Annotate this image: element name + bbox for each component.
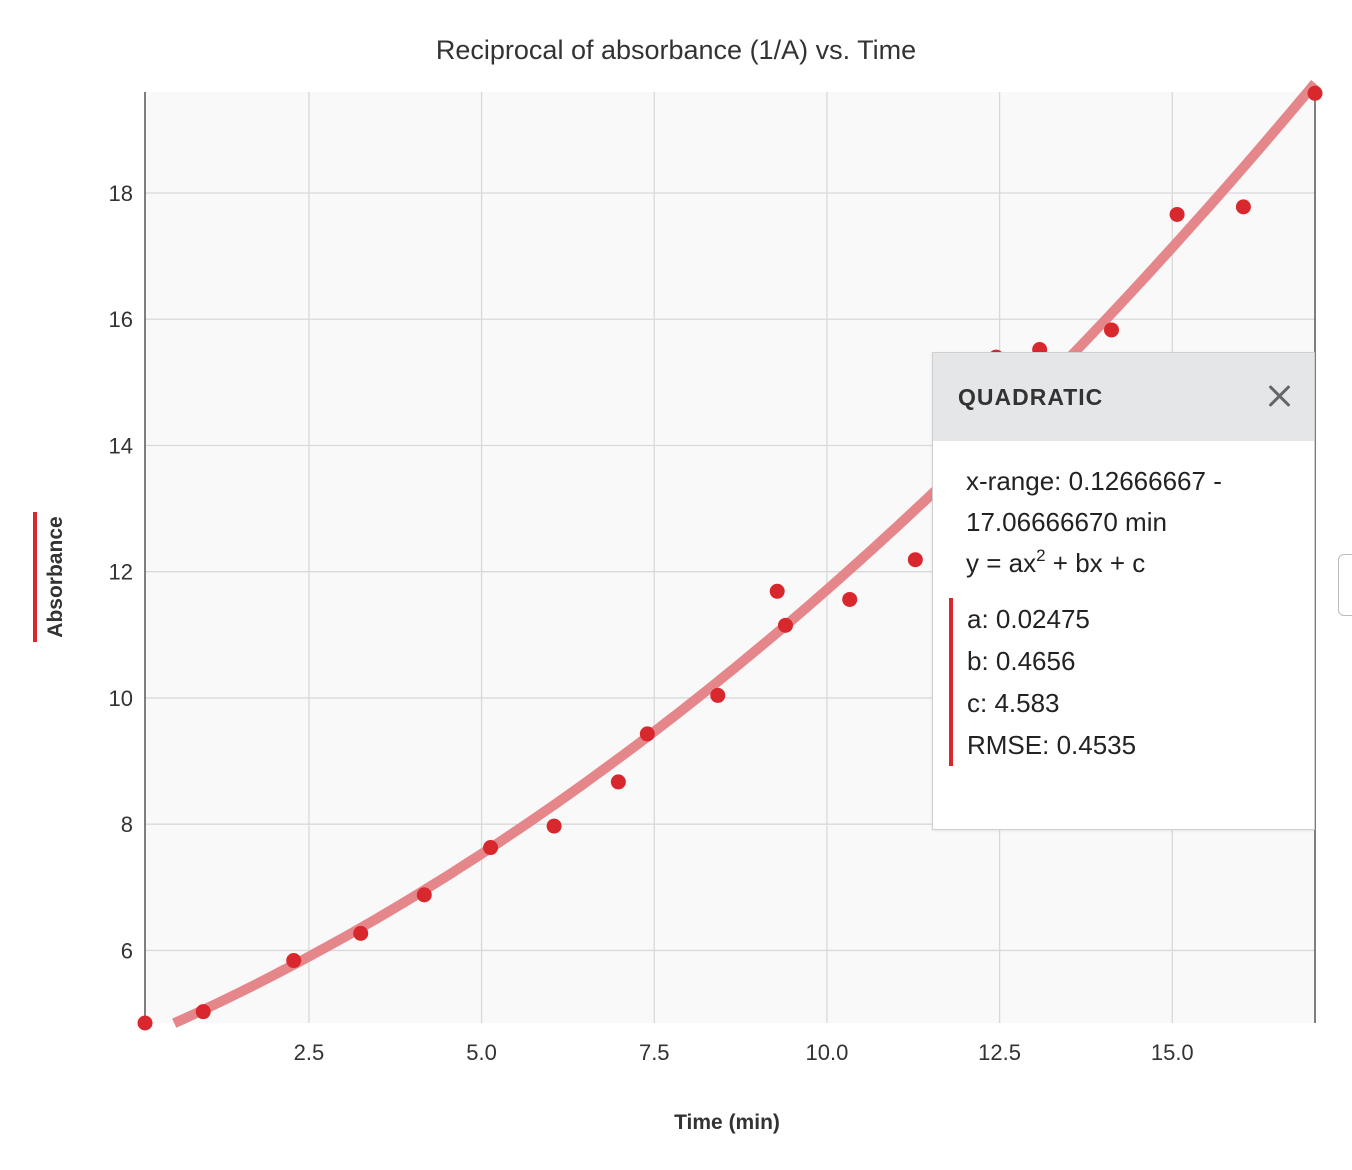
x-range-line-1: x-range: 0.12666667 - [966,466,1222,496]
x-tick-label: 10.0 [806,1040,849,1065]
fit-parameters: a: 0.02475 b: 0.4656 c: 4.583 RMSE: 0.45… [949,598,1314,766]
equation: y = ax2 + bx + c [966,543,1314,584]
side-panel-toggle[interactable] [1338,554,1352,616]
equation-exponent: 2 [1036,546,1046,565]
fit-line [172,79,1319,1028]
data-point[interactable] [1307,85,1323,101]
data-point[interactable] [1235,199,1251,215]
y-tick-label: 16 [109,307,133,332]
data-point[interactable] [639,726,655,742]
x-tick-label: 7.5 [639,1040,670,1065]
fit-popup: QUADRATIC x-range: 0.12666667 - 17.06666… [932,352,1315,830]
axes [144,92,1316,1023]
y-axis-title: Absorbance [44,516,67,637]
popup-body: x-range: 0.12666667 - 17.06666670 min y … [933,441,1314,766]
param-c: c: 4.583 [967,688,1060,718]
equation-prefix: y = ax [966,548,1037,578]
data-point[interactable] [353,925,369,941]
param-rmse: RMSE: 0.4535 [967,730,1137,760]
data-point[interactable] [416,887,432,903]
equation-suffix: + bx + c [1045,548,1146,578]
x-axis-ticks: 2.5 5.0 7.5 10.0 12.5 15.0 [294,1040,1194,1065]
y-tick-label: 18 [109,181,133,206]
data-point[interactable] [1169,206,1185,222]
data-point[interactable] [610,774,626,790]
param-a: a: 0.02475 [967,604,1090,634]
y-tick-label: 8 [121,812,133,837]
y-tick-label: 12 [109,560,133,585]
data-point[interactable] [769,583,785,599]
data-point[interactable] [195,1004,211,1020]
x-tick-label: 5.0 [466,1040,497,1065]
x-axis-title: Time (min) [674,1111,780,1134]
data-points [137,85,1323,1031]
data-point[interactable] [1103,322,1119,338]
x-range-line-2: 17.06666670 min [966,507,1167,537]
x-tick-label: 2.5 [294,1040,325,1065]
data-point[interactable] [842,591,858,607]
data-point[interactable] [546,818,562,834]
data-point[interactable] [907,552,923,568]
x-tick-label: 12.5 [978,1040,1021,1065]
y-tick-label: 10 [109,686,133,711]
popup-title: QUADRATIC [958,384,1104,410]
data-point[interactable] [777,617,793,633]
y-tick-label: 14 [109,433,133,458]
param-b: b: 0.4656 [967,646,1076,676]
close-icon[interactable] [1262,379,1296,413]
chart-title: Reciprocal of absorbance (1/A) vs. Time [436,35,916,65]
data-point[interactable] [710,687,726,703]
y-axis-series-marker [33,512,37,642]
x-tick-label: 15.0 [1151,1040,1194,1065]
data-point[interactable] [137,1015,153,1031]
data-point[interactable] [286,953,302,969]
popup-header: QUADRATIC [933,353,1314,441]
y-tick-label: 6 [121,938,133,963]
data-point[interactable] [483,840,499,856]
y-axis-ticks: 6 8 10 12 14 16 18 [109,181,133,963]
